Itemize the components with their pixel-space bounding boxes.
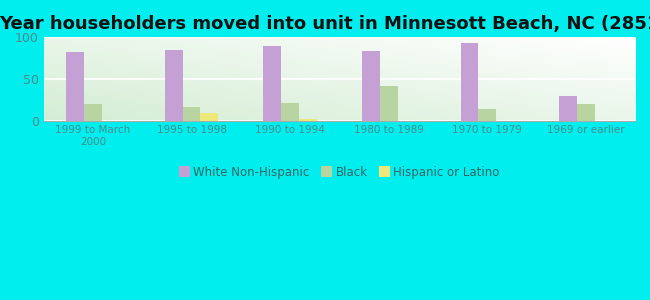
Bar bbox=[577, 104, 595, 121]
Bar bbox=[84, 104, 102, 121]
Title: Year householders moved into unit in Minnesott Beach, NC (28510): Year householders moved into unit in Min… bbox=[0, 15, 650, 33]
Bar bbox=[200, 113, 218, 121]
Bar bbox=[165, 50, 183, 121]
Bar bbox=[281, 103, 299, 121]
Bar bbox=[183, 107, 200, 121]
Bar bbox=[380, 85, 398, 121]
Bar bbox=[263, 46, 281, 121]
Bar bbox=[559, 96, 577, 121]
Bar bbox=[478, 109, 496, 121]
Bar bbox=[362, 51, 380, 121]
Legend: White Non-Hispanic, Black, Hispanic or Latino: White Non-Hispanic, Black, Hispanic or L… bbox=[174, 161, 504, 184]
Bar bbox=[66, 52, 84, 121]
Bar bbox=[461, 43, 478, 121]
Bar bbox=[299, 119, 317, 121]
